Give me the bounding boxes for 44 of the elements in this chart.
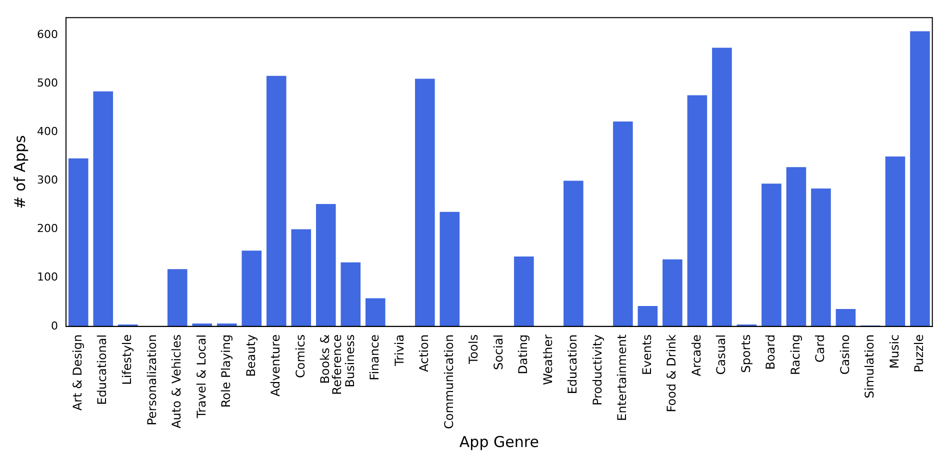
y-axis-title: # of Apps	[10, 134, 29, 209]
x-tick-label: Entertainment	[615, 334, 630, 422]
y-tick-label: 0	[50, 319, 58, 332]
x-tick-label: Adventure	[268, 334, 283, 396]
y-tick-label: 600	[36, 28, 58, 41]
x-tick-label: Personalization	[144, 334, 159, 426]
x-tick-label: Comics	[293, 334, 308, 378]
x-tick-label: Dating	[516, 334, 530, 374]
x-tick-label: Weather	[540, 334, 555, 385]
y-tick-label: 100	[36, 270, 58, 284]
x-tick-label: Casual	[714, 334, 728, 375]
x-tick-label: Lifestyle	[120, 334, 134, 385]
x-tick-label: Sports	[738, 334, 753, 373]
x-tick-label: Food & Drink	[664, 334, 679, 412]
y-tick-label: 300	[36, 174, 58, 187]
x-tick-label: Beauty	[244, 334, 258, 377]
x-tick-label: Productivity	[590, 334, 604, 406]
y-tick-label: 400	[36, 125, 58, 138]
x-tick-label: Social	[491, 334, 506, 370]
x-tick-label: Role Playing	[219, 334, 234, 408]
x-tick-label: Books & Reference	[318, 334, 344, 395]
x-tick-label: Art & Design	[70, 334, 84, 411]
x-tick-label: Trivia	[392, 334, 406, 368]
x-tick-label: Music	[887, 334, 902, 369]
y-tick-label: 500	[36, 76, 58, 90]
x-tick-label: Arcade	[689, 334, 704, 376]
x-tick-label: Communication	[442, 334, 456, 430]
x-tick-label: Travel & Local	[194, 334, 208, 420]
x-tick-label: Simulation	[862, 334, 877, 398]
x-tick-label: Puzzle	[912, 334, 926, 372]
x-tick-label: Finance	[368, 334, 382, 380]
x-tick-label: Racing	[788, 334, 802, 376]
x-tick-label: Business	[342, 334, 357, 388]
x-tick-label: Educational	[95, 334, 110, 405]
x-tick-label: Tools	[466, 334, 481, 365]
x-tick-label: Action	[417, 334, 432, 372]
y-tick-label: 200	[36, 222, 58, 236]
x-tick-label: Card	[813, 334, 828, 362]
x-tick-label: Events	[640, 334, 654, 376]
x-tick-label: Auto & Vehicles	[170, 334, 184, 428]
x-axis-title: App Genre	[459, 432, 539, 451]
x-tick-label: Casino	[838, 334, 852, 375]
x-tick-label: Board	[764, 334, 778, 370]
x-tick-label: Education	[566, 334, 580, 394]
